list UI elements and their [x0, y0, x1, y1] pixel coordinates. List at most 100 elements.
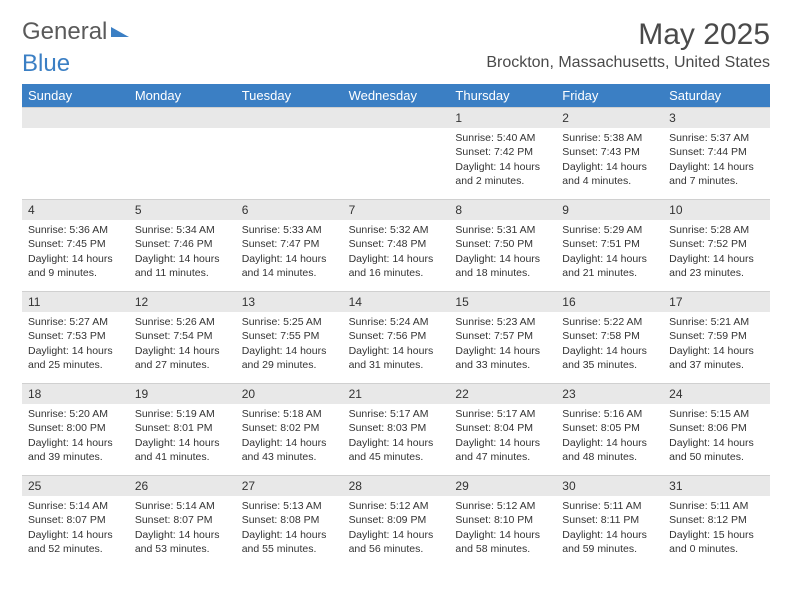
day-cell: 20Sunrise: 5:18 AMSunset: 8:02 PMDayligh…	[236, 383, 343, 475]
day-cell: 29Sunrise: 5:12 AMSunset: 8:10 PMDayligh…	[449, 475, 556, 567]
logo-text-1: General	[22, 18, 107, 46]
day-number: 28	[343, 476, 450, 496]
day-details: Sunrise: 5:20 AMSunset: 8:00 PMDaylight:…	[22, 404, 129, 468]
title-block: May 2025 Brockton, Massachusetts, United…	[486, 18, 770, 72]
day-header: Tuesday	[236, 84, 343, 107]
day-details: Sunrise: 5:21 AMSunset: 7:59 PMDaylight:…	[663, 312, 770, 376]
day-details: Sunrise: 5:17 AMSunset: 8:04 PMDaylight:…	[449, 404, 556, 468]
day-details: Sunrise: 5:13 AMSunset: 8:08 PMDaylight:…	[236, 496, 343, 560]
day-details: Sunrise: 5:25 AMSunset: 7:55 PMDaylight:…	[236, 312, 343, 376]
day-cell: 14Sunrise: 5:24 AMSunset: 7:56 PMDayligh…	[343, 291, 450, 383]
day-number: 2	[556, 108, 663, 128]
day-details: Sunrise: 5:17 AMSunset: 8:03 PMDaylight:…	[343, 404, 450, 468]
day-number: 16	[556, 292, 663, 312]
day-details: Sunrise: 5:37 AMSunset: 7:44 PMDaylight:…	[663, 128, 770, 192]
day-number: 23	[556, 384, 663, 404]
day-header: Saturday	[663, 84, 770, 107]
day-number: 9	[556, 200, 663, 220]
day-number: 20	[236, 384, 343, 404]
day-cell: 16Sunrise: 5:22 AMSunset: 7:58 PMDayligh…	[556, 291, 663, 383]
day-details: Sunrise: 5:16 AMSunset: 8:05 PMDaylight:…	[556, 404, 663, 468]
day-cell: 31Sunrise: 5:11 AMSunset: 8:12 PMDayligh…	[663, 475, 770, 567]
day-details: Sunrise: 5:12 AMSunset: 8:10 PMDaylight:…	[449, 496, 556, 560]
day-details: Sunrise: 5:11 AMSunset: 8:11 PMDaylight:…	[556, 496, 663, 560]
day-cell: 26Sunrise: 5:14 AMSunset: 8:07 PMDayligh…	[129, 475, 236, 567]
day-number: 11	[22, 292, 129, 312]
day-cell: 12Sunrise: 5:26 AMSunset: 7:54 PMDayligh…	[129, 291, 236, 383]
day-details: Sunrise: 5:38 AMSunset: 7:43 PMDaylight:…	[556, 128, 663, 192]
month-title: May 2025	[486, 18, 770, 52]
day-cell: 8Sunrise: 5:31 AMSunset: 7:50 PMDaylight…	[449, 199, 556, 291]
day-details: Sunrise: 5:14 AMSunset: 8:07 PMDaylight:…	[22, 496, 129, 560]
day-details: Sunrise: 5:29 AMSunset: 7:51 PMDaylight:…	[556, 220, 663, 284]
day-number: 3	[663, 108, 770, 128]
day-cell: 22Sunrise: 5:17 AMSunset: 8:04 PMDayligh…	[449, 383, 556, 475]
day-number: 6	[236, 200, 343, 220]
day-details: Sunrise: 5:36 AMSunset: 7:45 PMDaylight:…	[22, 220, 129, 284]
day-cell: 7Sunrise: 5:32 AMSunset: 7:48 PMDaylight…	[343, 199, 450, 291]
day-number: 27	[236, 476, 343, 496]
day-details: Sunrise: 5:40 AMSunset: 7:42 PMDaylight:…	[449, 128, 556, 192]
day-details: Sunrise: 5:23 AMSunset: 7:57 PMDaylight:…	[449, 312, 556, 376]
day-cell: 28Sunrise: 5:12 AMSunset: 8:09 PMDayligh…	[343, 475, 450, 567]
day-header: Sunday	[22, 84, 129, 107]
day-details: Sunrise: 5:31 AMSunset: 7:50 PMDaylight:…	[449, 220, 556, 284]
location: Brockton, Massachusetts, United States	[486, 54, 770, 72]
logo: General	[22, 18, 129, 46]
day-details: Sunrise: 5:18 AMSunset: 8:02 PMDaylight:…	[236, 404, 343, 468]
day-cell: 24Sunrise: 5:15 AMSunset: 8:06 PMDayligh…	[663, 383, 770, 475]
day-number: 30	[556, 476, 663, 496]
day-cell: 11Sunrise: 5:27 AMSunset: 7:53 PMDayligh…	[22, 291, 129, 383]
day-number: 29	[449, 476, 556, 496]
day-number: 8	[449, 200, 556, 220]
day-cell: 25Sunrise: 5:14 AMSunset: 8:07 PMDayligh…	[22, 475, 129, 567]
day-details: Sunrise: 5:11 AMSunset: 8:12 PMDaylight:…	[663, 496, 770, 560]
empty-cell	[236, 107, 343, 199]
day-cell: 18Sunrise: 5:20 AMSunset: 8:00 PMDayligh…	[22, 383, 129, 475]
day-cell: 17Sunrise: 5:21 AMSunset: 7:59 PMDayligh…	[663, 291, 770, 383]
calendar-grid: SundayMondayTuesdayWednesdayThursdayFrid…	[22, 84, 770, 567]
day-details: Sunrise: 5:14 AMSunset: 8:07 PMDaylight:…	[129, 496, 236, 560]
day-cell: 1Sunrise: 5:40 AMSunset: 7:42 PMDaylight…	[449, 107, 556, 199]
day-details: Sunrise: 5:26 AMSunset: 7:54 PMDaylight:…	[129, 312, 236, 376]
day-number: 17	[663, 292, 770, 312]
day-details: Sunrise: 5:28 AMSunset: 7:52 PMDaylight:…	[663, 220, 770, 284]
day-number: 4	[22, 200, 129, 220]
day-number: 12	[129, 292, 236, 312]
day-details: Sunrise: 5:22 AMSunset: 7:58 PMDaylight:…	[556, 312, 663, 376]
day-number: 1	[449, 108, 556, 128]
day-cell: 30Sunrise: 5:11 AMSunset: 8:11 PMDayligh…	[556, 475, 663, 567]
day-number: 19	[129, 384, 236, 404]
day-details: Sunrise: 5:24 AMSunset: 7:56 PMDaylight:…	[343, 312, 450, 376]
day-number: 10	[663, 200, 770, 220]
day-number: 25	[22, 476, 129, 496]
day-cell: 6Sunrise: 5:33 AMSunset: 7:47 PMDaylight…	[236, 199, 343, 291]
day-details: Sunrise: 5:32 AMSunset: 7:48 PMDaylight:…	[343, 220, 450, 284]
day-header: Monday	[129, 84, 236, 107]
empty-cell	[343, 107, 450, 199]
day-details: Sunrise: 5:33 AMSunset: 7:47 PMDaylight:…	[236, 220, 343, 284]
day-number: 5	[129, 200, 236, 220]
day-number: 24	[663, 384, 770, 404]
empty-cell	[22, 107, 129, 199]
day-cell: 23Sunrise: 5:16 AMSunset: 8:05 PMDayligh…	[556, 383, 663, 475]
day-details: Sunrise: 5:34 AMSunset: 7:46 PMDaylight:…	[129, 220, 236, 284]
day-number: 15	[449, 292, 556, 312]
day-header: Wednesday	[343, 84, 450, 107]
empty-cell	[129, 107, 236, 199]
day-header: Thursday	[449, 84, 556, 107]
day-cell: 21Sunrise: 5:17 AMSunset: 8:03 PMDayligh…	[343, 383, 450, 475]
day-details: Sunrise: 5:12 AMSunset: 8:09 PMDaylight:…	[343, 496, 450, 560]
day-number: 14	[343, 292, 450, 312]
day-cell: 5Sunrise: 5:34 AMSunset: 7:46 PMDaylight…	[129, 199, 236, 291]
day-cell: 3Sunrise: 5:37 AMSunset: 7:44 PMDaylight…	[663, 107, 770, 199]
day-cell: 4Sunrise: 5:36 AMSunset: 7:45 PMDaylight…	[22, 199, 129, 291]
day-cell: 27Sunrise: 5:13 AMSunset: 8:08 PMDayligh…	[236, 475, 343, 567]
day-header: Friday	[556, 84, 663, 107]
day-cell: 9Sunrise: 5:29 AMSunset: 7:51 PMDaylight…	[556, 199, 663, 291]
day-cell: 2Sunrise: 5:38 AMSunset: 7:43 PMDaylight…	[556, 107, 663, 199]
day-number: 31	[663, 476, 770, 496]
day-cell: 19Sunrise: 5:19 AMSunset: 8:01 PMDayligh…	[129, 383, 236, 475]
day-details: Sunrise: 5:19 AMSunset: 8:01 PMDaylight:…	[129, 404, 236, 468]
day-cell: 15Sunrise: 5:23 AMSunset: 7:57 PMDayligh…	[449, 291, 556, 383]
